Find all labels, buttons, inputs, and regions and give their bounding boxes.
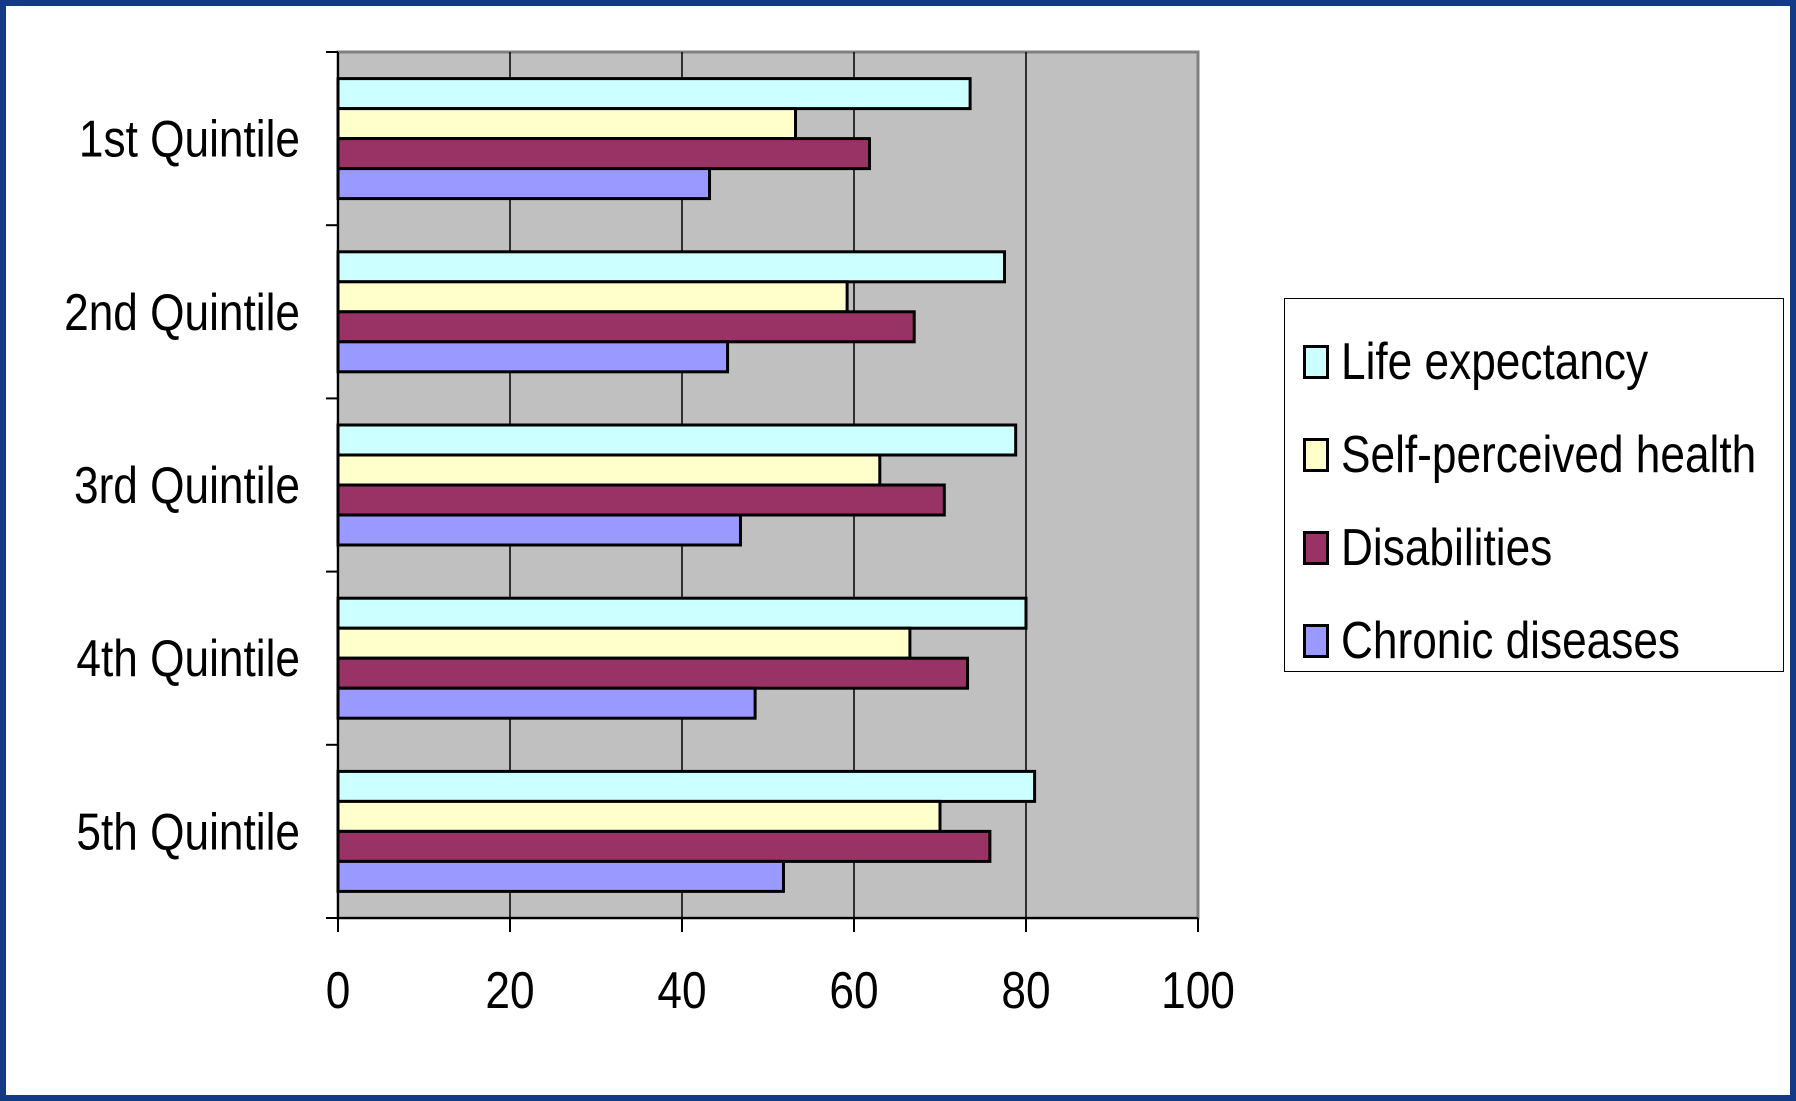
bar-self-perceived-health-2nd-quintile [336, 280, 849, 314]
legend-swatch-disabilities [1303, 530, 1329, 565]
bar-disabilities-1st-quintile [336, 137, 871, 171]
bar-self-perceived-health-3rd-quintile [336, 453, 882, 487]
bar-disabilities-4th-quintile [336, 656, 970, 690]
bar-self-perceived-health-4th-quintile [336, 626, 912, 660]
legend-item-life-expectancy: Life expectancy [1285, 315, 1783, 408]
bar-life-expectancy-4th-quintile [336, 596, 1028, 630]
x-tick-label: 20 [485, 962, 534, 1020]
legend-swatch-chronic-diseases [1303, 623, 1329, 658]
x-tick-label: 0 [326, 962, 351, 1020]
bar-disabilities-3rd-quintile [336, 483, 946, 517]
legend-swatch-self-perceived-health [1303, 437, 1329, 472]
bar-chronic-diseases-2nd-quintile [336, 340, 730, 374]
legend-label-disabilities: Disabilities [1341, 518, 1553, 577]
y-tick-label-1st-quintile: 1st Quintile [79, 110, 300, 168]
bar-disabilities-5th-quintile [336, 829, 992, 863]
x-tick-label: 80 [1001, 962, 1050, 1020]
y-tick-label-3rd-quintile: 3rd Quintile [74, 457, 300, 515]
y-tick-label-5th-quintile: 5th Quintile [76, 803, 300, 861]
bar-chronic-diseases-3rd-quintile [336, 513, 742, 547]
legend-item-self-perceived-health: Self-perceived health [1285, 408, 1783, 501]
legend-item-disabilities: Disabilities [1285, 501, 1783, 594]
bar-life-expectancy-2nd-quintile [336, 250, 1006, 284]
x-tick-label: 40 [657, 962, 706, 1020]
bar-self-perceived-health-1st-quintile [336, 107, 798, 141]
bar-chronic-diseases-4th-quintile [336, 686, 757, 720]
bar-chronic-diseases-1st-quintile [336, 167, 712, 201]
legend-label-life-expectancy: Life expectancy [1341, 332, 1649, 391]
legend-item-chronic-diseases: Chronic diseases [1285, 594, 1783, 687]
bar-life-expectancy-3rd-quintile [336, 423, 1018, 457]
x-tick-label: 60 [829, 962, 878, 1020]
chart-legend: Life expectancy Self-perceived health Di… [1284, 298, 1784, 672]
bar-life-expectancy-5th-quintile [336, 769, 1037, 803]
legend-label-chronic-diseases: Chronic diseases [1341, 611, 1681, 670]
x-tick-label: 100 [1161, 962, 1235, 1020]
bar-chronic-diseases-5th-quintile [336, 859, 785, 893]
bar-self-perceived-health-5th-quintile [336, 799, 942, 833]
legend-swatch-life-expectancy [1303, 344, 1329, 379]
bar-life-expectancy-1st-quintile [336, 77, 972, 111]
chart-frame: 0 20 40 60 80 100 1st Quintile 2nd Quintile 3rd … [6, 6, 1790, 1095]
y-tick-label-2nd-quintile: 2nd Quintile [64, 283, 300, 341]
bar-chart: 0 20 40 60 80 100 1st Quintile 2nd Quintile 3rd … [64, 50, 1235, 1020]
legend-label-self-perceived-health: Self-perceived health [1341, 425, 1757, 484]
y-tick-label-4th-quintile: 4th Quintile [76, 630, 300, 688]
bar-disabilities-2nd-quintile [336, 310, 916, 344]
